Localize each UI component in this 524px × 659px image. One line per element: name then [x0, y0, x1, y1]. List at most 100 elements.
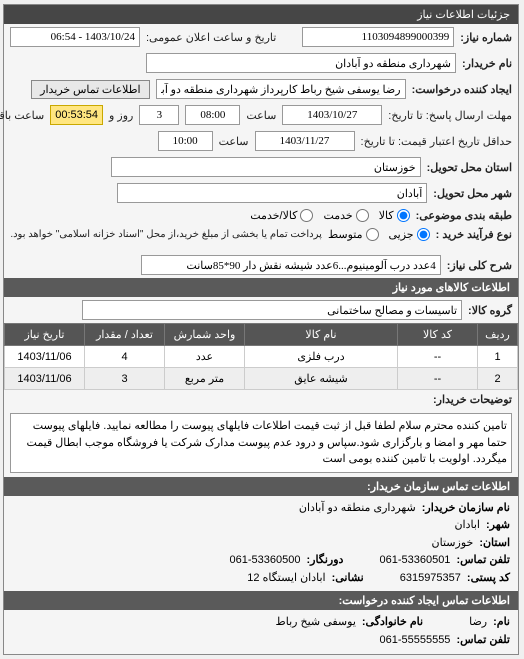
table-cell: 2: [479, 368, 519, 390]
col-name: نام کالا: [246, 324, 399, 346]
cs-address-label: نشانی:: [333, 570, 365, 588]
table-cell: متر مربع: [166, 368, 246, 390]
radio-service[interactable]: خدمت: [324, 209, 369, 222]
row-city: شهر محل تحویل:: [5, 180, 519, 206]
process-radio-group: جزیی متوسط: [329, 228, 431, 241]
cs-province-label: استان:: [480, 535, 511, 553]
col-code: کد کالا: [399, 324, 479, 346]
cs-postal-label: کد پستی:: [468, 570, 511, 588]
goods-table: ردیف کد کالا نام کالا واحد شمارش تعداد /…: [5, 323, 519, 390]
cs-org-value: شهرداری منطقه دو آبادان: [300, 500, 417, 518]
radio-cash-input[interactable]: [418, 228, 431, 241]
cr-name-value: رضا: [470, 614, 488, 632]
table-cell: 4: [86, 346, 166, 368]
table-cell: درب فلزی: [246, 346, 399, 368]
row-province: استان محل تحویل:: [5, 154, 519, 180]
cr-phone-value: 061-55555555: [380, 632, 451, 650]
days-remaining-field: [140, 105, 180, 125]
radio-medium-input[interactable]: [367, 228, 380, 241]
table-cell: 3: [86, 368, 166, 390]
min-deadline-date-field[interactable]: [256, 131, 356, 151]
row-requester: ایجاد کننده درخواست: اطلاعات تماس خریدار: [5, 76, 519, 102]
table-row: 2--شیشه عایقمتر مربع31403/11/06: [6, 368, 519, 390]
row-group: گروه کالا:: [5, 297, 519, 323]
requester-label: ایجاد کننده درخواست:: [413, 83, 513, 96]
cs-fax-value: 061-53360500: [231, 552, 302, 570]
need-title-label: شرح کلی نیاز:: [448, 259, 513, 272]
process-note: پرداخت تمام یا بخشی از مبلغ خرید،از محل …: [11, 229, 323, 240]
table-cell: 1403/11/06: [6, 368, 86, 390]
contact-buyer-button[interactable]: اطلاعات تماس خریدار: [32, 80, 150, 99]
contact-requester-body: نام:رضا نام خانوادگی:یوسفی شیخ رباط تلفن…: [5, 610, 519, 653]
cs-phone-value: 061-53360501: [380, 552, 451, 570]
cs-org-label: نام سازمان خریدار:: [423, 500, 511, 518]
time-remaining: 00:53:54: [51, 105, 104, 125]
province-label: استان محل تحویل:: [428, 161, 513, 174]
row-buyer: نام خریدار:: [5, 50, 519, 76]
goods-section-title: اطلاعات کالاهای مورد نیاز: [5, 278, 519, 297]
table-header-row: ردیف کد کالا نام کالا واحد شمارش تعداد /…: [6, 324, 519, 346]
city-label: شهر محل تحویل:: [434, 187, 513, 200]
radio-both-label: کالا/خدمت: [251, 209, 298, 222]
deadline-date-field[interactable]: [283, 105, 383, 125]
cr-phone-label: تلفن تماس:: [457, 632, 511, 650]
radio-both[interactable]: کالا/خدمت: [251, 209, 314, 222]
radio-all-input[interactable]: [398, 209, 411, 222]
announce-label: تاریخ و ساعت اعلان عمومی:: [147, 31, 277, 44]
radio-service-input[interactable]: [357, 209, 370, 222]
requester-field[interactable]: [157, 79, 407, 99]
col-row: ردیف: [479, 324, 519, 346]
details-panel: جزئیات اطلاعات نیاز شماره نیاز: تاریخ و …: [4, 4, 520, 655]
desc-label: توضیحات خریدار:: [434, 393, 513, 406]
col-qty: تعداد / مقدار: [86, 324, 166, 346]
need-title-field[interactable]: [142, 255, 442, 275]
row-deadline: مهلت ارسال پاسخ: تا تاریخ: ساعت روز و 00…: [5, 102, 519, 128]
radio-medium-label: متوسط: [329, 228, 364, 241]
deadline-time-field[interactable]: [186, 105, 241, 125]
col-unit: واحد شمارش: [166, 324, 246, 346]
package-label: طبقه بندی موضوعی:: [417, 209, 513, 222]
cr-family-label: نام خانوادگی:: [363, 614, 424, 632]
time-label-1: ساعت: [247, 109, 277, 122]
radio-all[interactable]: کالا: [380, 209, 411, 222]
package-radio-group: کالا خدمت کالا/خدمت: [251, 209, 410, 222]
city-field[interactable]: [118, 183, 428, 203]
announce-field[interactable]: [11, 27, 141, 47]
group-label: گروه کالا:: [469, 304, 513, 317]
table-cell: --: [399, 346, 479, 368]
panel-title: جزئیات اطلاعات نیاز: [5, 5, 519, 24]
need-number-field[interactable]: [303, 27, 455, 47]
contact-seller-title: اطلاعات تماس سازمان خریدار:: [5, 477, 519, 496]
cs-city-value: ابادان: [455, 517, 481, 535]
deadline-label: مهلت ارسال پاسخ: تا تاریخ:: [389, 109, 513, 122]
process-label: نوع فرآیند خرید :: [437, 228, 513, 241]
min-deadline-time-field[interactable]: [159, 131, 214, 151]
cs-fax-label: دورنگار:: [307, 552, 344, 570]
radio-cash[interactable]: جزیی: [390, 228, 431, 241]
radio-both-input[interactable]: [301, 209, 314, 222]
row-desc: توضیحات خریدار:: [5, 390, 519, 409]
buyer-label: نام خریدار:: [463, 57, 513, 70]
time-remaining-label: ساعت باقی مانده: [0, 109, 45, 122]
table-cell: شیشه عایق: [246, 368, 399, 390]
radio-cash-label: جزیی: [390, 228, 415, 241]
row-need-number: شماره نیاز: تاریخ و ساعت اعلان عمومی:: [5, 24, 519, 50]
cs-city-label: شهر:: [487, 517, 511, 535]
radio-service-label: خدمت: [324, 209, 353, 222]
row-need-title: شرح کلی نیاز:: [5, 252, 519, 278]
buyer-field[interactable]: [147, 53, 457, 73]
table-cell: 1: [479, 346, 519, 368]
desc-box: تامین کننده محترم سلام لطفا قبل از ثبت ق…: [11, 413, 513, 473]
table-cell: 1403/11/06: [6, 346, 86, 368]
group-field[interactable]: [83, 300, 463, 320]
cs-phone-label: تلفن تماس:: [457, 552, 511, 570]
table-row: 1--درب فلزیعدد41403/11/06: [6, 346, 519, 368]
province-field[interactable]: [112, 157, 422, 177]
radio-all-label: کالا: [380, 209, 395, 222]
radio-medium[interactable]: متوسط: [329, 228, 380, 241]
need-number-label: شماره نیاز:: [461, 31, 513, 44]
cr-name-label: نام:: [494, 614, 511, 632]
min-deadline-label: حداقل تاریخ اعتبار قیمت: تا تاریخ:: [362, 135, 513, 148]
row-min-deadline: حداقل تاریخ اعتبار قیمت: تا تاریخ: ساعت: [5, 128, 519, 154]
table-cell: عدد: [166, 346, 246, 368]
